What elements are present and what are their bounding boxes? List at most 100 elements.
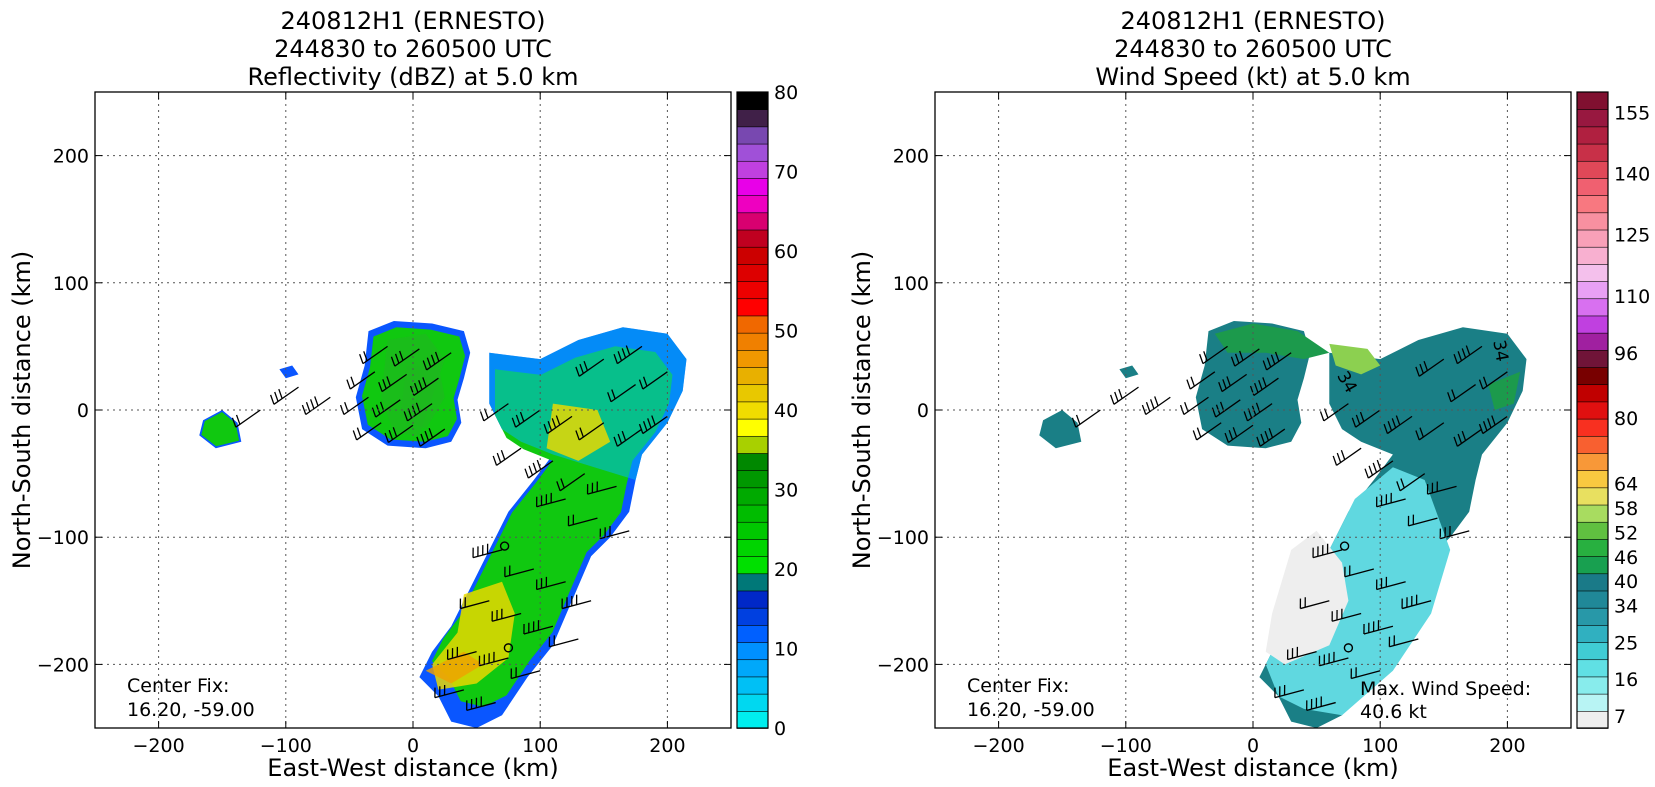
wind-barb [416, 428, 446, 447]
colorbar-segment [1576, 194, 1609, 214]
y-tick-label: −200 [877, 654, 929, 676]
wind-barbs [1071, 345, 1508, 711]
wind-barb [269, 386, 299, 405]
colorbar-tick-label: 70 [774, 162, 798, 184]
max-wind-label: Max. Wind Speed: [1360, 678, 1531, 700]
colorbar-segment [736, 710, 769, 729]
wind-speed-field [1039, 321, 1527, 728]
colorbar-segment [736, 435, 769, 454]
wind-barb [434, 685, 465, 699]
wind-barb [638, 415, 668, 435]
colorbar-segment [736, 418, 769, 437]
isotach-label-34-right: 34 [1488, 339, 1511, 364]
x-tick-label: −100 [1100, 735, 1152, 757]
y-axis-ticks: −200 −100 0 100 200 [37, 146, 731, 676]
colorbar-tick-label: 58 [1614, 498, 1638, 520]
wind-barb [346, 371, 376, 390]
colorbar-segment [736, 194, 769, 214]
wind-barb [1401, 594, 1432, 610]
colorbar-tick-label: 96 [1614, 343, 1638, 365]
wind-barb [1426, 481, 1457, 495]
wind-barb [1218, 373, 1248, 393]
colorbar-segment [1576, 246, 1609, 265]
wind-barb [1344, 565, 1375, 578]
x-axis-label: East-West distance (km) [1107, 754, 1398, 782]
colorbar-segment [1576, 126, 1609, 145]
wind-peak-region [1329, 343, 1381, 375]
colorbar-segment [1576, 710, 1609, 729]
wind-barb [1274, 685, 1305, 699]
colorbar-segment [736, 538, 769, 557]
colorbar-tick-label: 140 [1614, 164, 1650, 186]
colorbar-frame [1576, 91, 1609, 729]
wind-barb [561, 594, 592, 610]
colorbar-tick-label: 80 [1614, 408, 1638, 430]
wind-barb [1141, 396, 1171, 416]
colorbar-segment [1576, 177, 1609, 196]
echo-light-east [489, 327, 687, 480]
wind-barb [446, 646, 477, 661]
wind-barb [524, 459, 554, 479]
wind-barb [492, 447, 522, 466]
panel-title-line-1: 240812H1 (ERNESTO) [280, 7, 545, 35]
wind-barb [613, 428, 643, 447]
colorbar-segment [1576, 143, 1609, 162]
wind-barb [459, 597, 490, 610]
colorbar-segment [736, 469, 769, 489]
reflectivity-panel: 240812H1 (ERNESTO) 244830 to 260500 UTC … [8, 7, 798, 782]
y-axis-label: North-South distance (km) [8, 251, 36, 570]
wind-barb [1192, 422, 1222, 441]
colorbar-tick-label: 30 [774, 480, 798, 502]
wind-barb [1306, 696, 1336, 711]
colorbar-segment [1576, 160, 1609, 179]
colorbar-segment [1576, 658, 1609, 678]
colorbar-segment [1576, 572, 1609, 592]
y-tick-label: −200 [37, 654, 89, 676]
panel-title-line-2: 244830 to 260500 UTC [274, 35, 552, 63]
panel-title-line-1: 240812H1 (ERNESTO) [1120, 7, 1385, 35]
calm-wind-marker [499, 541, 510, 551]
wind-barb [1396, 473, 1426, 492]
colorbar-segment [1576, 521, 1609, 540]
center-fix-label: Center Fix: [967, 675, 1069, 697]
x-tick-label: 0 [407, 735, 419, 757]
colorbar-tick-label: 46 [1614, 547, 1638, 569]
plot-grid [935, 92, 1571, 728]
wind-barb [1299, 597, 1330, 610]
wind-barb [523, 620, 554, 635]
colorbar-segment [736, 641, 769, 661]
colorbar-segment [1576, 349, 1609, 368]
wind-barb [1312, 543, 1343, 559]
wind-barb [638, 371, 668, 390]
wind-barb [556, 473, 586, 492]
colorbar-segment [1576, 229, 1609, 248]
wind-barb [1376, 576, 1406, 591]
wind-barb [1318, 651, 1349, 667]
wind-moderate-westSmall [1119, 365, 1139, 379]
x-tick-label: 200 [1489, 735, 1525, 757]
wind-barb [1332, 447, 1362, 466]
wind-barb [1109, 386, 1139, 405]
colorbar-segment [1576, 108, 1609, 128]
wind-barb [1363, 620, 1394, 635]
x-tick-label: −200 [973, 735, 1025, 757]
wind-barb [1383, 415, 1413, 435]
wind-barb [1415, 422, 1445, 441]
colorbar-segment [736, 160, 769, 179]
colorbar-segment [736, 521, 769, 540]
wind-barb [231, 409, 261, 428]
colorbar-segment [1576, 555, 1609, 575]
y-tick-label: 200 [893, 146, 929, 168]
colorbar-segment [736, 383, 769, 403]
colorbar-segment [1576, 641, 1609, 661]
wind-barb [504, 565, 535, 578]
wind-barb [1071, 409, 1101, 428]
colorbar-segment [1576, 418, 1609, 437]
colorbar-segment [1576, 504, 1609, 523]
colorbar-segment [736, 401, 769, 420]
colorbar-segment [1576, 383, 1609, 403]
calm-wind-marker [503, 643, 514, 653]
wind-barb [1256, 428, 1286, 447]
reflectivity-colorbar: 0 10 20 30 40 50 60 70 80 [736, 82, 798, 740]
